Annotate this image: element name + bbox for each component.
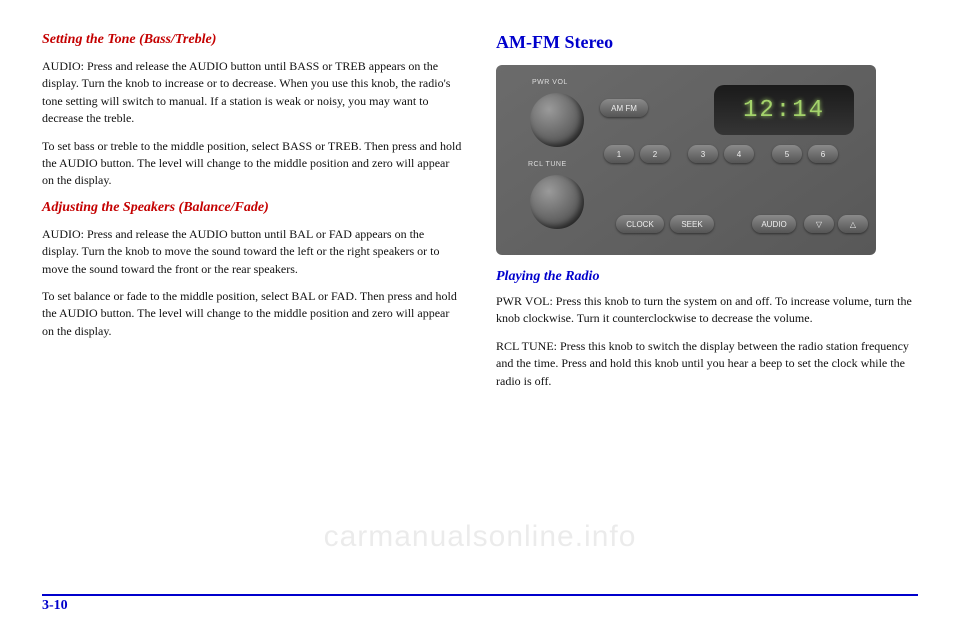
preset-2: 2	[640, 145, 670, 163]
knob-pwr-vol	[530, 93, 584, 147]
para-speakers-reset: To set balance or fade to the middle pos…	[42, 288, 464, 340]
button-up: △	[838, 215, 868, 233]
preset-5: 5	[772, 145, 802, 163]
para-speakers-audio: AUDIO: Press and release the AUDIO butto…	[42, 226, 464, 278]
para-tone-reset: To set bass or treble to the middle posi…	[42, 138, 464, 190]
label-pwr-vol: PWR VOL	[532, 79, 568, 86]
heading-setting-tone: Setting the Tone (Bass/Treble)	[42, 32, 464, 48]
radio-illustration: PWR VOL RCL TUNE AM FM 12:14 1 2 3 4 5 6…	[496, 65, 876, 255]
para-tone-audio: AUDIO: Press and release the AUDIO butto…	[42, 58, 464, 128]
watermark: carmanualsonline.info	[0, 520, 960, 554]
preset-4: 4	[724, 145, 754, 163]
preset-3: 3	[688, 145, 718, 163]
knob-rcl-tune	[530, 175, 584, 229]
page: Setting the Tone (Bass/Treble) AUDIO: Pr…	[0, 0, 960, 640]
label-rcl-tune: RCL TUNE	[528, 161, 567, 168]
button-down: ▽	[804, 215, 834, 233]
footer-rule: 3-10	[42, 594, 918, 614]
two-column-layout: Setting the Tone (Bass/Treble) AUDIO: Pr…	[42, 32, 918, 400]
button-amfm: AM FM	[600, 99, 648, 117]
heading-playing-radio: Playing the Radio	[496, 269, 918, 285]
preset-1: 1	[604, 145, 634, 163]
button-seek: SEEK	[670, 215, 714, 233]
lcd-display: 12:14	[714, 85, 854, 135]
preset-6: 6	[808, 145, 838, 163]
para-rcl-tune: RCL TUNE: Press this knob to switch the …	[496, 338, 918, 390]
lcd-time: 12:14	[743, 97, 825, 124]
right-column: AM-FM Stereo PWR VOL RCL TUNE AM FM 12:1…	[496, 32, 918, 400]
heading-amfm-stereo: AM-FM Stereo	[496, 32, 918, 53]
button-audio: AUDIO	[752, 215, 796, 233]
page-number: 3-10	[42, 596, 918, 614]
para-pwr-vol: PWR VOL: Press this knob to turn the sys…	[496, 293, 918, 328]
left-column: Setting the Tone (Bass/Treble) AUDIO: Pr…	[42, 32, 464, 400]
button-clock: CLOCK	[616, 215, 664, 233]
heading-adjusting-speakers: Adjusting the Speakers (Balance/Fade)	[42, 200, 464, 216]
